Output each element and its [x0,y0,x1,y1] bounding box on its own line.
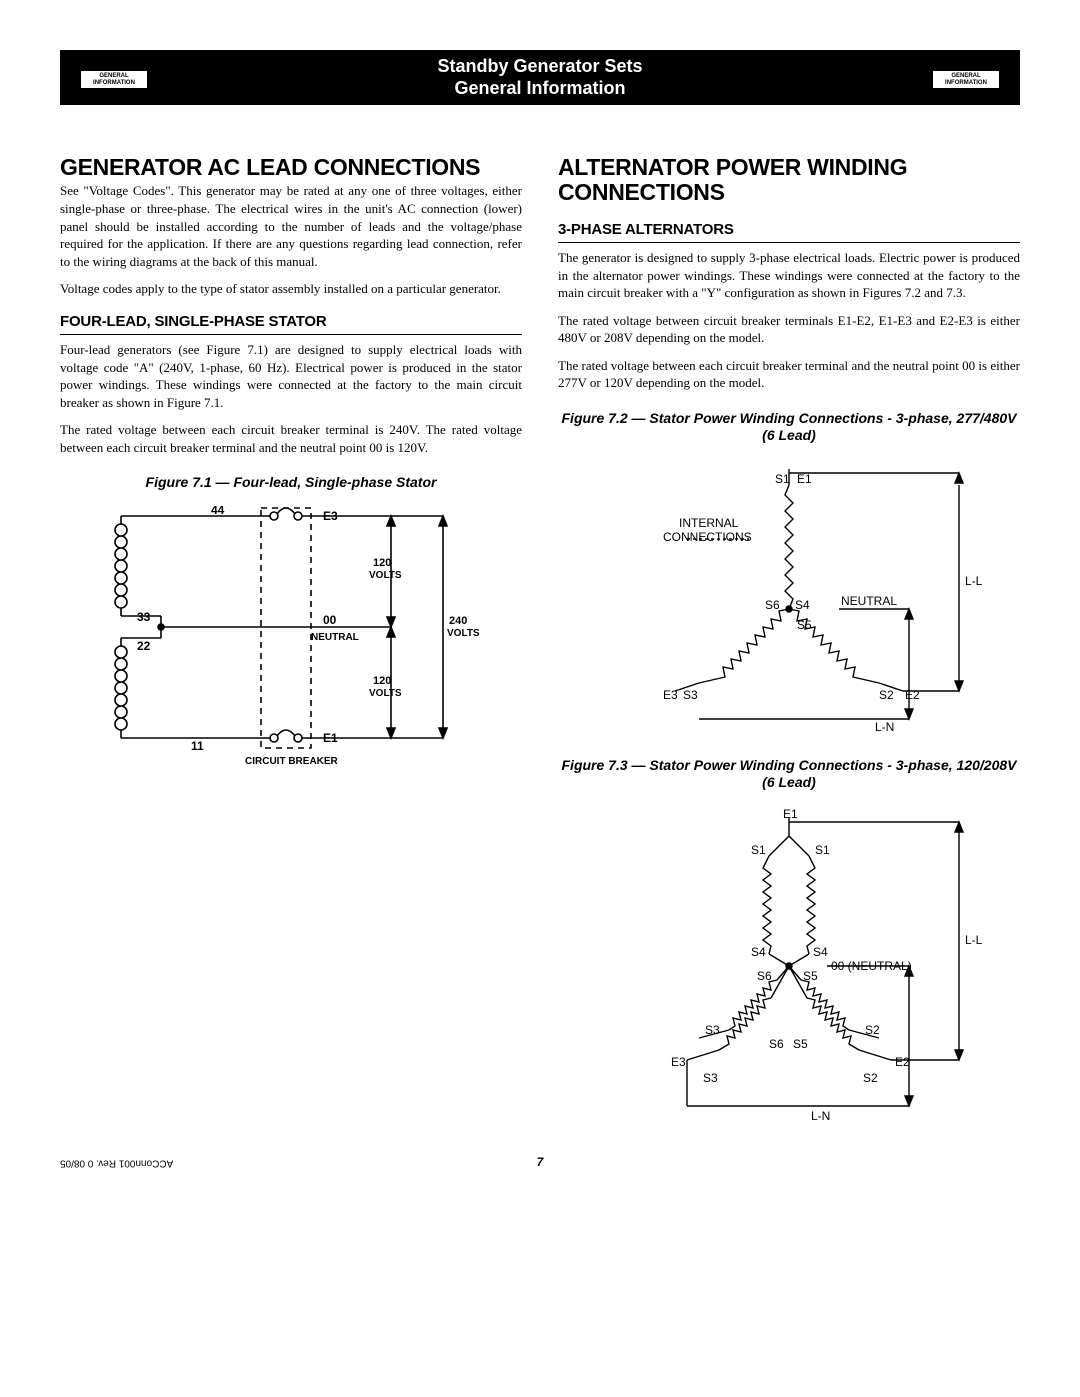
terminal-label: E2 [895,1055,910,1069]
figure-caption: Figure 7.3 — Stator Power Winding Connec… [558,757,1020,792]
voltage-label: VOLTS [447,628,480,639]
section-heading: GENERATOR AC LEAD CONNECTIONS [60,155,522,180]
lead-label: 33 [137,610,151,624]
figure-7-3-diagram: E1 S1 S1 S4 S4 S6 S5 00 (NEUTRAL) S3 S6 … [579,806,999,1126]
terminal-label: S3 [705,1023,720,1037]
terminal-label: S5 [797,618,812,632]
terminal-label: E3 [671,1055,686,1069]
internal-label: INTERNAL [679,516,739,530]
icon-label: INFORMATION [945,80,987,86]
ll-label: L-L [965,574,983,588]
body-paragraph: See "Voltage Codes". This generator may … [60,182,522,270]
terminal-label: S2 [879,688,894,702]
header-title: Standby Generator Sets General Informati… [437,56,642,99]
terminal-label: S1 [751,843,766,857]
terminal-label: S5 [803,969,818,983]
lead-label: 22 [137,639,151,653]
figure-7-1-diagram: 44 33 22 11 E3 E1 00 NEUTRAL 120 VOLTS 1… [91,506,491,766]
footer-revision: ACConn001 Rev. 0 08/05 [60,1156,1020,1170]
voltage-label: 120 [373,557,391,569]
terminal-label: S1 [815,843,830,857]
lead-label: 44 [211,506,225,517]
neutral-label: 00 (NEUTRAL) [831,959,912,973]
icon-label: GENERAL [951,73,980,79]
terminal-label: S4 [813,945,828,959]
voltage-label: 240 [449,615,467,627]
icon-label: INFORMATION [93,80,135,86]
ll-label: L-L [965,933,983,947]
subsection-heading: 3-PHASE ALTERNATORS [558,220,1020,243]
neutral-label: NEUTRAL [841,594,897,608]
right-column: ALTERNATOR POWER WINDING CONNECTIONS 3-P… [558,155,1020,1126]
terminal-label: S6 [757,969,772,983]
lead-label: 11 [191,739,204,753]
header-title-line1: Standby Generator Sets [437,56,642,78]
terminal-label: E3 [323,509,338,523]
ln-label: L-N [875,720,894,734]
body-paragraph: Voltage codes apply to the type of stato… [60,280,522,298]
internal-label: CONNECTIONS [663,530,752,544]
terminal-label: E2 [905,688,920,702]
terminal-label: E1 [783,807,798,821]
header-title-line2: General Information [437,78,642,100]
terminal-label: S6 [769,1037,784,1051]
subsection-heading: FOUR-LEAD, SINGLE-PHASE STATOR [60,312,522,335]
terminal-label: E3 [663,688,678,702]
page-header: GENERAL INFORMATION Standby Generator Se… [60,50,1020,105]
terminal-label: S6 [765,598,780,612]
figure-7-2-diagram: S1 E1 S6 S4 S5 E3 S3 S2 E2 INTERNAL CONN… [579,459,999,739]
body-paragraph: The rated voltage between circuit breake… [558,312,1020,347]
section-heading: ALTERNATOR POWER WINDING CONNECTIONS [558,155,1020,206]
voltage-label: 120 [373,675,391,687]
body-paragraph: The rated voltage between each circuit b… [558,357,1020,392]
terminal-label: S5 [793,1037,808,1051]
voltage-label: VOLTS [369,688,402,699]
terminal-label: S2 [863,1071,878,1085]
terminal-label: E1 [797,472,812,486]
general-info-icon: GENERAL INFORMATION [932,64,1000,91]
neutral-label: 00 [323,613,337,627]
body-paragraph: The rated voltage between each circuit b… [60,421,522,456]
left-column: GENERATOR AC LEAD CONNECTIONS See "Volta… [60,155,522,1126]
terminal-label: S3 [683,688,698,702]
terminal-label: S2 [865,1023,880,1037]
terminal-label: S4 [795,598,810,612]
terminal-label: S4 [751,945,766,959]
icon-label: GENERAL [99,73,128,79]
content-columns: GENERATOR AC LEAD CONNECTIONS See "Volta… [60,155,1020,1126]
body-paragraph: The generator is designed to supply 3-ph… [558,249,1020,302]
ln-label: L-N [811,1109,830,1123]
figure-caption: Figure 7.2 — Stator Power Winding Connec… [558,410,1020,445]
terminal-label: S3 [703,1071,718,1085]
general-info-icon: GENERAL INFORMATION [80,64,148,91]
voltage-label: VOLTS [369,570,402,581]
terminal-label: S1 [775,472,790,486]
body-paragraph: Four-lead generators (see Figure 7.1) ar… [60,341,522,411]
neutral-label: NEUTRAL [311,632,359,643]
circuit-breaker-label: CIRCUIT BREAKER [245,756,339,766]
terminal-label: E1 [323,731,338,745]
figure-caption: Figure 7.1 — Four-lead, Single-phase Sta… [60,474,522,492]
